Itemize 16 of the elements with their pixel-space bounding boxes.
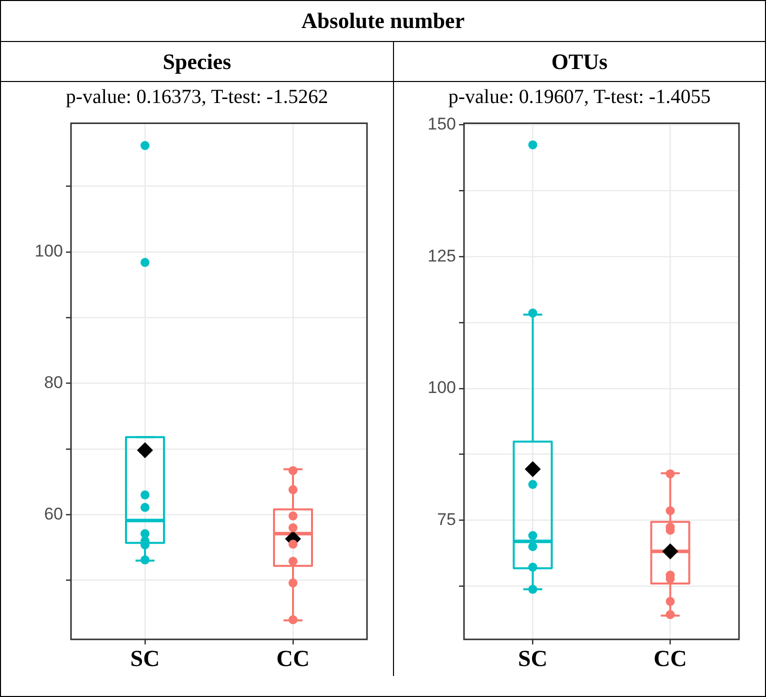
x-tick-label: CC [276, 646, 310, 672]
x-tick-label: CC [654, 646, 687, 672]
chart-subtitle: p-value: 0.16373, T-test: -1.5262 [64, 85, 330, 110]
chart-title: Species [1, 42, 393, 82]
chart-title: OTUs [394, 42, 765, 82]
y-tick-label: 100 [428, 378, 456, 398]
x-tick-label: SC [518, 646, 548, 672]
y-tick-label: 75 [437, 510, 456, 529]
chart-subtitle: p-value: 0.19607, T-test: -1.4055 [447, 85, 712, 110]
y-tick-label: 100 [34, 242, 63, 261]
y-tick-label: 60 [44, 504, 63, 524]
y-tick-label: 150 [428, 114, 456, 134]
text: Absolute number [301, 8, 465, 33]
y-tick-label: 80 [44, 372, 63, 392]
x-tick-label: SC [130, 646, 160, 672]
y-tick-label: 125 [428, 246, 456, 266]
